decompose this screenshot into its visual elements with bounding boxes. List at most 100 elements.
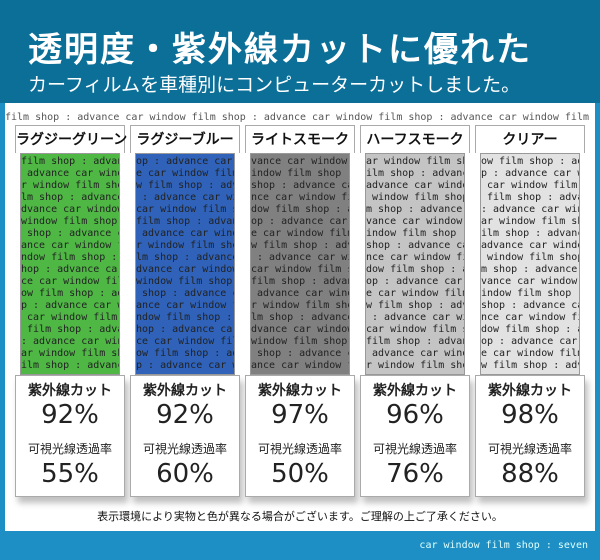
background-pattern-row: vance car window [481, 276, 579, 287]
background-pattern-row: op : advance car [481, 336, 579, 347]
film-specs: 紫外線カット 92% 可視光線透過率 55% [15, 375, 125, 497]
background-pattern-row: ce car window fil [21, 276, 119, 287]
background-pattern-row: nce car window fi [251, 192, 349, 203]
background-pattern-row: advance car wind [366, 348, 464, 359]
visible-light-label: 可視光線透過率 [257, 442, 342, 456]
background-pattern-row: ance car window f [251, 360, 349, 371]
background-pattern-row: indow film shop : [251, 168, 349, 179]
film-color-swatch: film shop : advan advance car wind r wind… [20, 153, 120, 375]
background-pattern-row: m shop : advance [481, 264, 579, 275]
background-pattern-row: shop : advance ca [481, 300, 579, 311]
background-pattern-row: ar window film sh [481, 216, 579, 227]
background-pattern-row: shop : advance ca [251, 180, 349, 191]
background-pattern-row: car window film s [251, 264, 349, 275]
background-pattern-row: r window film sho [366, 360, 464, 371]
background-pattern-row: e car window film [136, 168, 234, 179]
background-pattern-row: e car window film [251, 228, 349, 239]
uv-cut-label: 紫外線カット [258, 383, 342, 399]
background-pattern-row: op : advance car [366, 276, 464, 287]
background-pattern-row: : advance car win [21, 336, 119, 347]
background-pattern-row: ndow film shop : [21, 252, 119, 263]
background-pattern-row: car window film [21, 312, 119, 323]
background-pattern-row: vance car window [366, 216, 464, 227]
film-comparison-panel: film shop : advan ce car window fil m shop… [5, 103, 595, 531]
background-pattern-row: w film shop : adv [481, 360, 579, 371]
background-pattern-row: shop : advance c [136, 288, 234, 299]
background-pattern-row: ow film shop : ad [21, 288, 119, 299]
background-pattern-row: : advance car wi [366, 312, 464, 323]
background-pattern-row: film shop : advan [21, 156, 119, 167]
background-pattern-row: window film shop [21, 216, 119, 227]
film-name: ラグジーグリーン [15, 125, 127, 153]
uv-cut-value: 92% [41, 400, 99, 430]
background-pattern-row: car window film s [136, 204, 234, 215]
background-pattern: film shop : advance car window film shop… [5, 112, 595, 123]
background-pattern-row: dvance car window [136, 264, 234, 275]
uv-cut-value: 96% [386, 400, 444, 430]
film-name: ラグジーブルー [130, 125, 240, 153]
film-card: ラグジーグリーン film shop : advan advance car w… [15, 125, 127, 497]
visible-light-label: 可視光線透過率 [142, 442, 227, 456]
background-pattern-row: w film shop : adv [251, 240, 349, 251]
background-pattern-row: nce car window fi [481, 312, 579, 323]
film-card: ライトスモーク vance car window indow film shop… [245, 125, 355, 497]
background-pattern-row: ilm shop : advanc [481, 228, 579, 239]
background-pattern-row: ce car window fil [136, 336, 234, 347]
background-pattern-row: : advance car wi [251, 252, 349, 263]
background-pattern-row: w film shop : adv [136, 180, 234, 191]
film-color-swatch: vance car window indow film shop : shop :… [250, 153, 350, 375]
visible-light-label: 可視光線透過率 [27, 442, 112, 456]
visible-light-value: 88% [501, 459, 559, 489]
film-specs: 紫外線カット 92% 可視光線透過率 60% [130, 375, 240, 497]
background-pattern-row: car window film [481, 180, 579, 191]
background-pattern-row: dow film shop : a [481, 324, 579, 335]
background-pattern-row: advance car wind [21, 168, 119, 179]
background-pattern-row: ar window film sh [366, 156, 464, 167]
background-pattern-row: advance car wind [136, 228, 234, 239]
background-pattern-row: op : advance car [251, 216, 349, 227]
background-pattern-row: dvance car window [251, 324, 349, 335]
background-pattern-row: r window film sho [251, 300, 349, 311]
background-pattern-row: r window film sho [21, 180, 119, 191]
background-pattern-row: e car window film [481, 348, 579, 359]
visible-light-label: 可視光線透過率 [372, 442, 457, 456]
film-card: クリアー ow film shop : ad p : advance car w … [475, 125, 585, 497]
background-pattern-row: r window film sho [136, 240, 234, 251]
header: 透明度・紫外線カットに優れた カーフィルムを車種別にコンピューターカットしました… [0, 0, 600, 103]
background-pattern-row: ilm shop : advanc [21, 360, 119, 371]
background-pattern-row: w film shop : adv [366, 300, 464, 311]
uv-cut-label: 紫外線カット [143, 383, 227, 399]
background-pattern-row: window film shop [251, 336, 349, 347]
background-pattern-row: e car window film [366, 288, 464, 299]
film-color-swatch: ar window film sh ilm shop : advanc advanc… [365, 153, 465, 375]
background-pattern-row: ar window film sh [21, 348, 119, 359]
background-pattern-row: ow film shop : ad [481, 156, 579, 167]
background-pattern-row: p : advance car w [136, 360, 234, 371]
background-pattern-row: shop : advance ca [366, 240, 464, 251]
background-pattern-row: ow film shop : ad [136, 348, 234, 359]
shop-footer: car window film shop : seven [419, 540, 588, 551]
film-specs: 紫外線カット 97% 可視光線透過率 50% [245, 375, 355, 497]
background-pattern-row: ance car window f [21, 240, 119, 251]
page-subtitle: カーフィルムを車種別にコンピューターカットしました。 [28, 74, 521, 96]
uv-cut-value: 98% [501, 400, 559, 430]
background-pattern-row: lm shop : advance [21, 192, 119, 203]
background-pattern-row: film shop : advan [366, 336, 464, 347]
background-pattern-row: film shop : advan [136, 216, 234, 227]
background-pattern-row: vance car window [251, 156, 349, 167]
film-name: クリアー [475, 125, 585, 153]
background-pattern-row: p : advance car w [481, 168, 579, 179]
background-pattern-row: ilm shop : advanc [366, 168, 464, 179]
film-name: ハーフスモーク [360, 125, 470, 153]
uv-cut-label: 紫外線カット [28, 383, 112, 399]
background-pattern-row: advance car wind [251, 288, 349, 299]
background-pattern-row: shop : advance c [21, 228, 119, 239]
color-disclaimer: 表示環境により実物と色が異なる場合がございます。ご理解の上ご了承ください。 [97, 510, 503, 523]
background-pattern-row: advance car windo [481, 240, 579, 251]
background-pattern-row: : advance car win [481, 204, 579, 215]
visible-light-value: 60% [156, 459, 214, 489]
uv-cut-value: 97% [271, 400, 329, 430]
film-card: ハーフスモーク ar window film sh ilm shop : adva… [360, 125, 470, 497]
background-pattern-row: op : advance car [136, 156, 234, 167]
background-pattern-row: window film shop [481, 252, 579, 263]
